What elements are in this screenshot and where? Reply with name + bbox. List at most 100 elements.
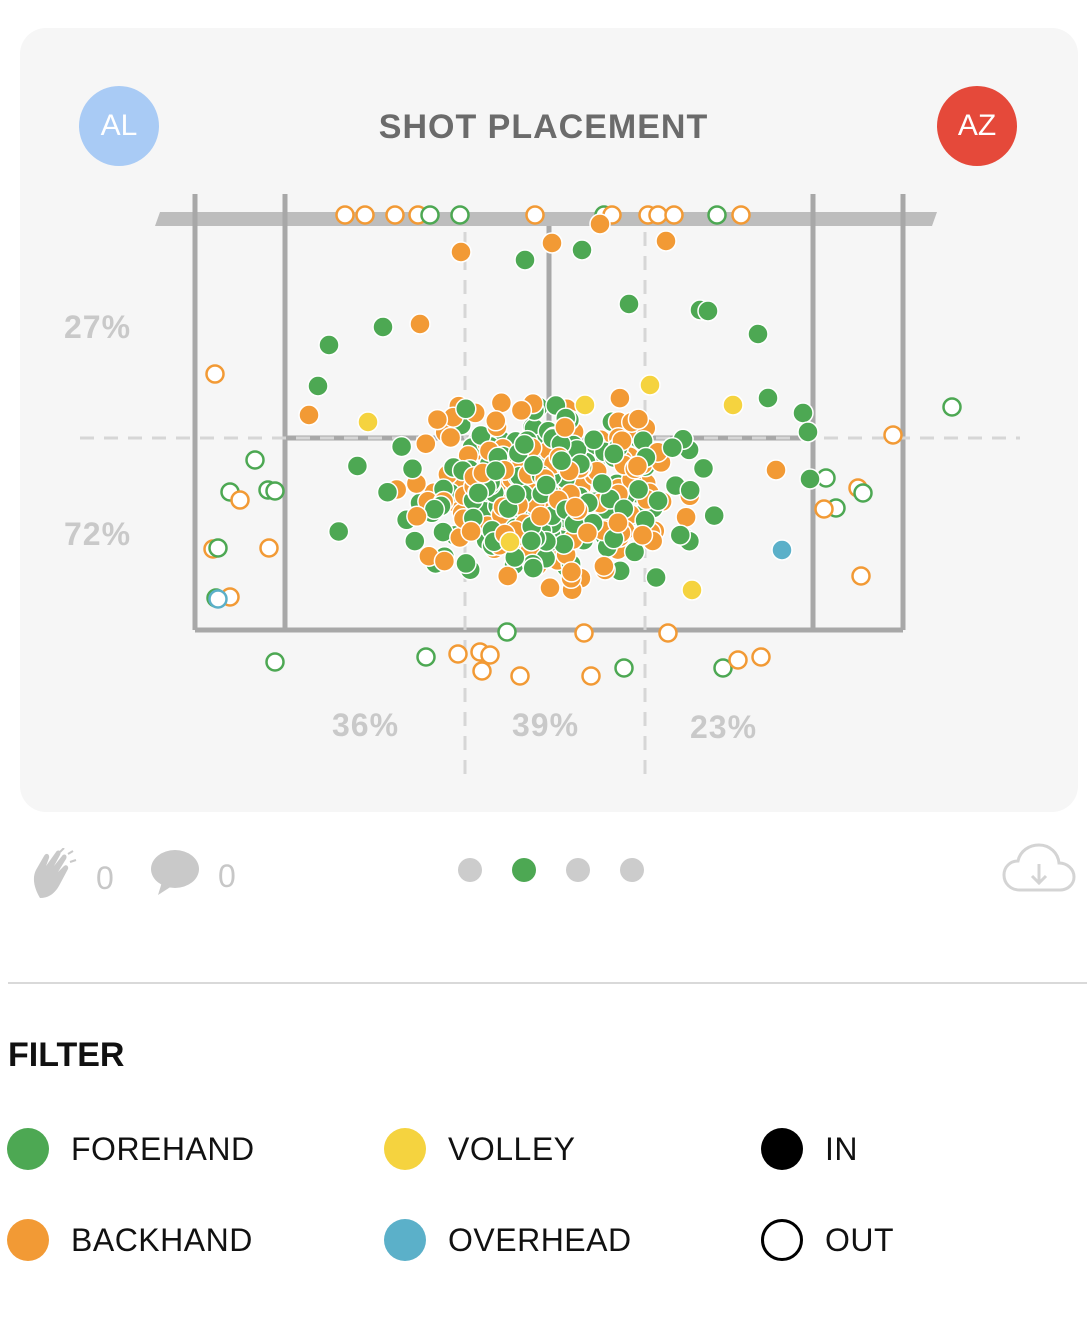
- shot-marker: [942, 397, 962, 417]
- forehand-swatch: [7, 1128, 49, 1170]
- shot-marker: [460, 520, 482, 543]
- shot-marker: [618, 293, 640, 315]
- page-dot-3[interactable]: [566, 858, 590, 882]
- shot-marker: [426, 408, 449, 431]
- depth-pct-short: 72%: [64, 516, 132, 552]
- shot-marker: [205, 364, 225, 384]
- shot-marker: [851, 566, 871, 586]
- shot-marker: [853, 483, 873, 503]
- shot-marker: [510, 399, 533, 422]
- shot-marker: [627, 478, 650, 501]
- shot-marker: [731, 205, 751, 225]
- shot-marker: [497, 622, 517, 642]
- shot-marker: [433, 550, 456, 572]
- shot-marker: [318, 334, 340, 356]
- shot-marker: [751, 647, 771, 667]
- shot-marker: [550, 450, 573, 472]
- shot-marker: [535, 474, 557, 496]
- volley-swatch: [384, 1128, 426, 1170]
- shot-marker: [385, 205, 405, 225]
- shot-marker: [728, 650, 748, 670]
- filter-overhead[interactable]: OVERHEAD: [384, 1219, 632, 1261]
- shot-marker: [681, 579, 703, 601]
- shot-marker: [658, 623, 678, 643]
- shot-markers: [203, 205, 962, 686]
- shot-marker: [747, 323, 769, 345]
- likes[interactable]: 0: [30, 847, 114, 908]
- shot-marker: [631, 524, 654, 546]
- clap-icon: [30, 847, 78, 908]
- comments[interactable]: 0: [150, 848, 236, 904]
- shot-marker: [265, 481, 285, 501]
- shot-marker: [416, 647, 436, 667]
- filter-label: FOREHAND: [71, 1130, 255, 1167]
- shot-marker: [420, 205, 440, 225]
- width-pct-left: 36%: [332, 707, 400, 743]
- filter-in[interactable]: IN: [761, 1128, 858, 1170]
- shot-marker: [230, 490, 250, 510]
- player-avatar-right[interactable]: AZ: [937, 86, 1017, 166]
- shot-marker: [589, 213, 611, 235]
- shot-marker: [679, 479, 701, 501]
- shot-marker: [307, 375, 329, 397]
- net: [155, 212, 937, 226]
- player-avatar-left[interactable]: AL: [79, 86, 159, 166]
- comments-count: 0: [218, 857, 236, 894]
- filter-label: OVERHEAD: [448, 1221, 632, 1258]
- shot-marker: [554, 416, 576, 439]
- filter-volley[interactable]: VOLLEY: [384, 1128, 576, 1170]
- shot-marker: [614, 658, 634, 678]
- shot-marker: [707, 205, 727, 225]
- filter-forehand[interactable]: FOREHAND: [7, 1128, 255, 1170]
- shot-marker: [401, 458, 424, 480]
- shot-marker: [639, 374, 661, 396]
- shot-marker: [520, 530, 543, 552]
- cloud-download-icon[interactable]: [1002, 842, 1076, 899]
- shot-marker: [522, 557, 544, 579]
- shot-marker: [496, 565, 519, 587]
- shot-marker: [591, 472, 613, 495]
- filter-label: VOLLEY: [448, 1130, 576, 1167]
- shot-marker: [574, 623, 594, 643]
- shot-marker: [529, 505, 552, 528]
- page-dot-1[interactable]: [458, 858, 482, 882]
- filter-backhand[interactable]: BACKHAND: [7, 1219, 253, 1261]
- page-dot-4[interactable]: [620, 858, 644, 882]
- shot-marker: [757, 387, 779, 409]
- shot-marker: [372, 316, 394, 338]
- in-swatch: [761, 1128, 803, 1170]
- shot-marker: [439, 426, 462, 449]
- shot-marker: [406, 505, 428, 528]
- shot-marker: [355, 205, 375, 225]
- shot-marker: [797, 421, 819, 443]
- shot-marker: [664, 205, 684, 225]
- shot-marker: [208, 538, 228, 558]
- shot-marker: [450, 205, 470, 225]
- shot-marker: [593, 555, 615, 577]
- shot-marker: [346, 455, 369, 477]
- shot-marker: [490, 392, 513, 414]
- shot-marker: [645, 566, 667, 589]
- shot-marker: [627, 408, 650, 430]
- shot-marker: [484, 459, 507, 482]
- shot-marker: [208, 589, 228, 609]
- shot-marker: [603, 443, 625, 465]
- shot-marker: [504, 483, 527, 505]
- shot-marker: [472, 661, 492, 681]
- overhead-swatch: [384, 1219, 426, 1261]
- section-divider: [8, 982, 1087, 984]
- filter-label: BACKHAND: [71, 1221, 253, 1258]
- shot-marker: [697, 300, 719, 322]
- shot-marker: [675, 506, 697, 528]
- chart-title: SHOT PLACEMENT: [378, 108, 709, 146]
- shot-marker: [814, 499, 834, 519]
- shot-marker: [560, 561, 583, 583]
- shot-marker: [298, 404, 320, 426]
- shot-marker: [525, 205, 545, 225]
- out-swatch: [761, 1219, 803, 1261]
- width-pct-right: 23%: [690, 709, 758, 745]
- shot-marker: [455, 552, 477, 575]
- filter-out[interactable]: OUT: [761, 1219, 894, 1261]
- shot-marker: [404, 530, 426, 552]
- page-dot-2[interactable]: [512, 858, 536, 882]
